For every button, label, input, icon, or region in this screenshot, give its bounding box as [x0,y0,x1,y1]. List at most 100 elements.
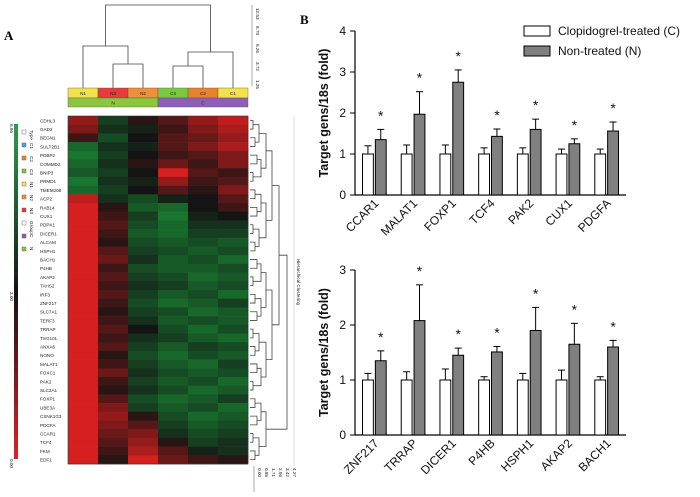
gene-label: NONO [40,353,54,358]
y-tick-label: 3 [339,263,346,277]
dendrogram-branch [261,272,267,308]
heatmap-cell [188,385,219,395]
gene-label: PDGFA [40,423,57,428]
heatmap-cell [188,411,219,421]
significance-marker: * [533,285,539,301]
category-label: FOXP1 [421,196,459,234]
heatmap-cell [98,437,129,447]
gene-label: BEGN1 [40,136,56,141]
y-tick-label: 2 [339,318,346,332]
panel-a-letter: A [4,28,14,43]
dendrogram-branch [250,415,258,426]
heatmap-cell [128,316,159,326]
bar [413,113,426,196]
dendrogram-branch [266,150,273,221]
heatmap-cell [218,324,249,334]
gene-label: TSG101 [40,336,58,341]
color-scale-label: 6.86 [9,124,14,133]
heatmap-cell [128,124,159,134]
heatmap-cell [218,194,249,204]
panel-b-letter: B [300,12,309,27]
heatmap-cell [158,290,189,299]
gene-label: PRMD1 [40,179,57,184]
heatmap-cell [98,142,129,152]
top-scale-label: 1.25 [255,80,260,89]
heatmap-cell [68,455,99,465]
legend-item-label: C1 [29,143,34,149]
gene-label: ANXA6 [40,344,56,349]
heatmap-cell [158,420,189,430]
heatmap-cell [98,307,129,317]
gene-label: TMEM208 [40,188,62,193]
dendrogram-branch [259,341,267,378]
heatmap-cell [158,437,189,447]
category-label: PAK2 [505,196,536,227]
legend-swatch-treated [523,25,551,37]
dendrogram-branch [255,298,262,317]
dendrogram-branch [250,433,254,443]
heatmap-cell [68,420,99,430]
heatmap-cell [218,298,249,308]
heatmap-cell [68,446,99,456]
category-label: TCF4 [467,196,498,227]
gene-label: SLC2A1 [40,388,58,393]
heatmap-cell [98,446,129,456]
heatmap-cell [218,263,249,273]
heatmap-cell [158,185,189,195]
category-label: AKAP2 [538,436,575,473]
heatmap-cell [98,176,129,186]
bar [452,354,465,436]
bottom-scale-label: 1.71 [271,468,276,477]
heatmap-cell [158,150,189,160]
heatmap-cell [188,211,219,221]
gene-label: TAHS2 [40,284,55,289]
heatmap-cell [128,150,159,160]
heatmap-cell [68,324,99,334]
heatmap-cell [128,437,159,447]
heatmap-cell [218,159,249,169]
bar [491,351,503,436]
gene-label: PAK2 [40,379,52,384]
gene-label: FOXC1 [40,371,56,376]
heatmap-cell [128,385,159,395]
heatmap-cell [158,394,189,404]
heatmap-cell [218,203,249,212]
significance-marker: * [533,97,539,113]
gene-label: UBE3A [40,405,56,410]
heatmap-cell [98,124,129,134]
top-dendrogram-scale: 12.53 8.79 6.26 3.72 1.25 [251,5,260,89]
gene-label: BNIP3 [40,170,54,175]
gene-label: IRF3 [40,292,50,297]
dendrogram-branch [250,154,258,165]
dendrogram-branch [250,363,258,374]
heatmap-cell [128,185,159,195]
chart-legend: Clopidogrel-treated (C) Non-treated (N) [523,24,680,58]
significance-marker: * [455,48,461,64]
heatmap-cell [128,263,159,273]
bar [594,379,607,436]
dendrogram-branch [259,133,267,169]
category-label: P4HB [466,436,498,468]
dendrogram-branch [253,333,260,352]
legend-swatch-untreated [523,45,551,57]
heatmap-cell [218,429,249,439]
top-scale-label: 3.72 [255,62,260,71]
legend-label-treated: Clopidogrel-treated (C) [558,24,680,38]
heatmap-cell [68,255,99,265]
dendrogram-branch [250,380,254,391]
gene-label: TCF4 [40,440,52,445]
bar [362,379,374,436]
heatmap-cell [158,359,189,369]
dendrogram-branch [82,45,129,88]
heatmap-cell [128,455,159,465]
heatmap-cell [68,142,99,152]
significance-marker: * [494,324,500,340]
heatmap-cell [188,290,219,299]
heatmap-cell [158,203,189,212]
gene-label: COMMD2 [40,162,61,167]
legend-item-swatch [21,194,27,200]
heatmap-cell [188,298,219,308]
heatmap-cell [218,133,249,143]
dendrogram-branch [250,224,254,234]
heatmap-cell [188,368,219,378]
